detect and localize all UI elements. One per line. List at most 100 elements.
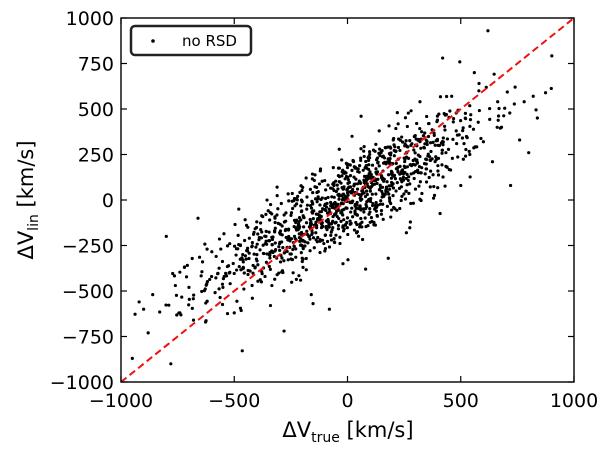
data-point <box>450 94 454 98</box>
data-point <box>295 218 299 222</box>
y-axis-label: ΔVlin [km/s] <box>14 140 42 259</box>
data-point <box>274 247 278 252</box>
data-point <box>443 128 447 132</box>
data-point <box>467 149 471 153</box>
data-point <box>362 207 366 211</box>
data-point <box>220 282 225 286</box>
data-point <box>333 240 337 245</box>
data-point <box>355 200 359 205</box>
data-point <box>318 203 322 207</box>
x-axis-label: ΔVtrue [km/s] <box>282 418 413 446</box>
data-point <box>190 306 194 310</box>
data-point <box>203 320 208 324</box>
y-tick-label: 250 <box>78 145 114 167</box>
x-tick-label: 1000 <box>550 390 598 412</box>
data-point <box>398 206 402 211</box>
data-point <box>302 216 306 220</box>
data-point <box>164 303 168 307</box>
data-point <box>273 220 277 225</box>
data-point <box>358 204 362 208</box>
data-point <box>267 264 271 269</box>
data-point <box>445 94 449 99</box>
data-point <box>527 151 531 155</box>
data-point <box>278 222 282 226</box>
data-point <box>199 274 203 278</box>
data-point <box>282 213 286 217</box>
data-point <box>468 104 472 108</box>
data-point <box>374 170 378 174</box>
data-point <box>362 145 366 149</box>
data-point <box>349 221 353 225</box>
data-point <box>245 246 250 250</box>
data-point <box>268 303 273 308</box>
data-point <box>435 137 440 141</box>
data-point <box>405 183 409 187</box>
data-point <box>315 200 319 204</box>
data-point <box>220 259 225 264</box>
data-point <box>300 259 304 264</box>
data-point <box>260 230 264 234</box>
data-point <box>315 190 319 195</box>
data-point <box>385 204 389 209</box>
data-point <box>273 226 277 230</box>
data-point <box>388 187 392 191</box>
data-point <box>387 192 391 196</box>
data-point <box>408 182 412 186</box>
data-point <box>290 280 294 284</box>
data-point <box>337 194 341 198</box>
data-point <box>362 149 366 153</box>
data-point <box>311 190 315 195</box>
data-point <box>387 124 391 128</box>
data-point <box>417 164 422 169</box>
data-point <box>338 235 342 239</box>
data-point <box>406 178 410 183</box>
data-point <box>337 216 341 221</box>
data-point <box>261 214 265 219</box>
data-point <box>350 134 354 138</box>
data-point <box>341 196 345 200</box>
data-point <box>337 166 341 170</box>
data-point <box>308 187 313 191</box>
data-point <box>220 302 225 307</box>
data-point <box>346 181 350 185</box>
data-point <box>175 313 179 317</box>
data-point <box>367 185 371 190</box>
data-point <box>234 253 238 257</box>
data-point <box>311 236 316 240</box>
data-point <box>387 159 392 164</box>
data-point <box>177 311 181 315</box>
data-point <box>265 242 269 246</box>
data-point <box>438 211 442 216</box>
data-point <box>418 197 422 201</box>
data-point <box>310 231 314 235</box>
data-point <box>277 245 281 249</box>
data-point <box>362 191 366 195</box>
data-point <box>369 172 373 177</box>
data-point <box>172 274 177 278</box>
data-point <box>337 197 341 201</box>
data-point <box>372 220 376 225</box>
data-point <box>461 157 465 161</box>
data-point <box>354 177 358 181</box>
data-point <box>404 139 408 143</box>
data-point <box>350 168 354 172</box>
data-point <box>254 245 258 249</box>
data-point <box>364 225 368 229</box>
data-point <box>339 181 343 185</box>
data-point <box>441 143 445 147</box>
data-point <box>264 239 268 243</box>
data-point <box>258 278 262 282</box>
data-point <box>260 272 264 276</box>
data-point <box>441 175 445 179</box>
data-point <box>169 362 173 366</box>
data-point <box>268 202 273 207</box>
data-point <box>297 274 301 278</box>
data-point <box>287 199 291 203</box>
data-point <box>424 162 428 166</box>
data-point <box>339 219 343 223</box>
data-point <box>391 186 396 190</box>
data-point <box>365 204 369 209</box>
data-point <box>318 210 322 214</box>
data-point <box>278 260 283 264</box>
data-point <box>367 212 371 216</box>
